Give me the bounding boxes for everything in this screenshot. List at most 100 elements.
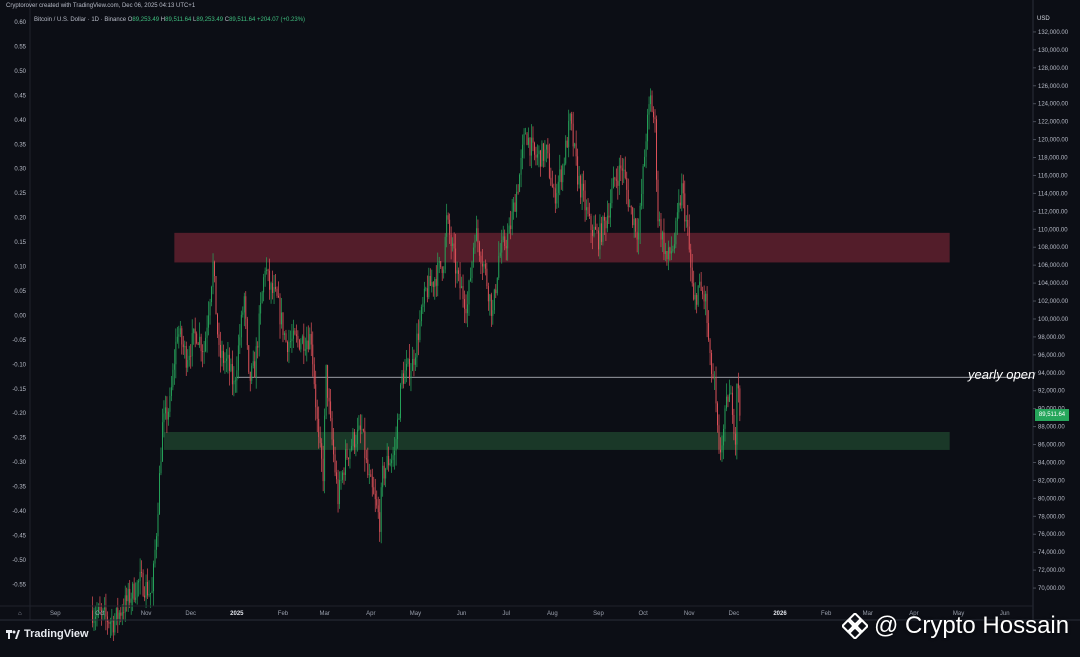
candle-body xyxy=(679,202,681,206)
candle-body xyxy=(233,380,235,385)
candle-body xyxy=(225,358,227,361)
price-tick-label: 132,000.00 xyxy=(1038,30,1069,36)
candle-body xyxy=(667,247,669,260)
candle-body xyxy=(647,114,649,142)
candle-body xyxy=(447,215,449,220)
candle-body xyxy=(136,582,138,598)
candle-body xyxy=(228,354,230,371)
candle-body xyxy=(148,593,150,596)
candle-body xyxy=(428,276,430,298)
candle-body xyxy=(240,314,242,338)
candle-body xyxy=(490,294,492,316)
candle-body xyxy=(160,461,162,474)
candle-body xyxy=(592,229,593,236)
candle-body xyxy=(542,143,544,161)
candle-body xyxy=(254,361,256,378)
price-tick-label: 80,000.00 xyxy=(1038,496,1065,502)
ohlc-close: C89,511.64 xyxy=(224,17,256,23)
candle-body xyxy=(486,268,488,287)
candle-body xyxy=(480,255,482,264)
candle-body xyxy=(281,312,282,325)
zones xyxy=(163,232,1033,450)
candle-body xyxy=(239,337,241,346)
candle-body xyxy=(211,286,213,303)
candle-body xyxy=(161,422,163,462)
candle-body xyxy=(383,465,385,479)
percent-tick-label: 0.00 xyxy=(14,313,26,319)
candle-body xyxy=(659,219,660,222)
percent-tick-label: 0.45 xyxy=(14,93,26,99)
time-tick-label: May xyxy=(410,611,421,617)
candle-body xyxy=(163,413,165,423)
candle-body xyxy=(580,175,582,198)
candle-body xyxy=(608,215,610,218)
percent-tick-label: -0.20 xyxy=(12,411,26,417)
symbol-legend[interactable]: Bitcoin / U.S. Dollar · 1D · Binance O89… xyxy=(34,17,305,23)
candle-body xyxy=(650,95,652,105)
candle-body xyxy=(175,341,177,365)
candle-body xyxy=(417,333,419,340)
candle-body xyxy=(478,242,480,256)
candle-body xyxy=(730,392,732,394)
price-tick-label: 70,000.00 xyxy=(1038,586,1065,592)
time-tick-label: Nov xyxy=(141,611,152,617)
candle-body xyxy=(379,512,381,532)
candle-body xyxy=(736,383,738,445)
candle-body xyxy=(536,154,538,158)
time-tick-label: Sep xyxy=(50,611,61,617)
candle-body xyxy=(493,289,495,311)
price-tick-label: 122,000.00 xyxy=(1038,120,1069,126)
candle-body xyxy=(343,472,345,475)
candle-body xyxy=(181,328,183,345)
candle-body xyxy=(403,373,404,384)
candle-body xyxy=(325,365,327,416)
candle-body xyxy=(653,111,654,118)
price-tick-label: 84,000.00 xyxy=(1038,460,1065,466)
candle-body xyxy=(304,349,306,351)
candle-body xyxy=(444,236,446,270)
candle-body xyxy=(339,480,340,505)
candle-body xyxy=(157,514,159,537)
candle-body xyxy=(477,228,479,243)
candle-body xyxy=(108,622,110,624)
currency-badge[interactable]: USD xyxy=(1037,16,1050,22)
candle-body xyxy=(120,612,122,616)
candle-body xyxy=(651,95,653,112)
price-tick-label: 128,000.00 xyxy=(1038,66,1069,72)
candle-body xyxy=(133,583,135,600)
candle-body xyxy=(367,459,369,476)
tradingview-brand[interactable]: TradingView xyxy=(6,628,89,640)
candle-body xyxy=(434,278,436,288)
candle-body xyxy=(109,622,111,624)
candle-body xyxy=(432,282,434,288)
candle-body xyxy=(269,270,271,290)
candle-body xyxy=(315,384,317,408)
candle-body xyxy=(214,261,215,277)
candle-body xyxy=(145,581,147,598)
candle-body xyxy=(218,334,220,345)
candle-body xyxy=(298,339,300,350)
candle-body xyxy=(243,296,245,313)
candle-body xyxy=(694,294,696,300)
candle-body xyxy=(220,344,221,358)
candle-body xyxy=(318,418,320,438)
candle-body xyxy=(663,232,665,255)
candle-body xyxy=(557,181,559,194)
candle-body xyxy=(203,351,205,353)
candle-body xyxy=(422,303,424,307)
candle-body xyxy=(600,223,602,242)
candle-body xyxy=(531,137,532,156)
candle-body xyxy=(429,276,431,286)
candle-body xyxy=(629,206,631,208)
candle-body xyxy=(423,288,425,304)
candle-body xyxy=(245,296,247,319)
candle-body xyxy=(483,263,485,267)
candle-body xyxy=(733,414,735,434)
percent-tick-label: -0.30 xyxy=(12,460,26,466)
candle-body xyxy=(584,190,586,211)
candle-body xyxy=(435,278,437,286)
candle-body xyxy=(132,583,134,599)
candle-body xyxy=(511,211,513,230)
